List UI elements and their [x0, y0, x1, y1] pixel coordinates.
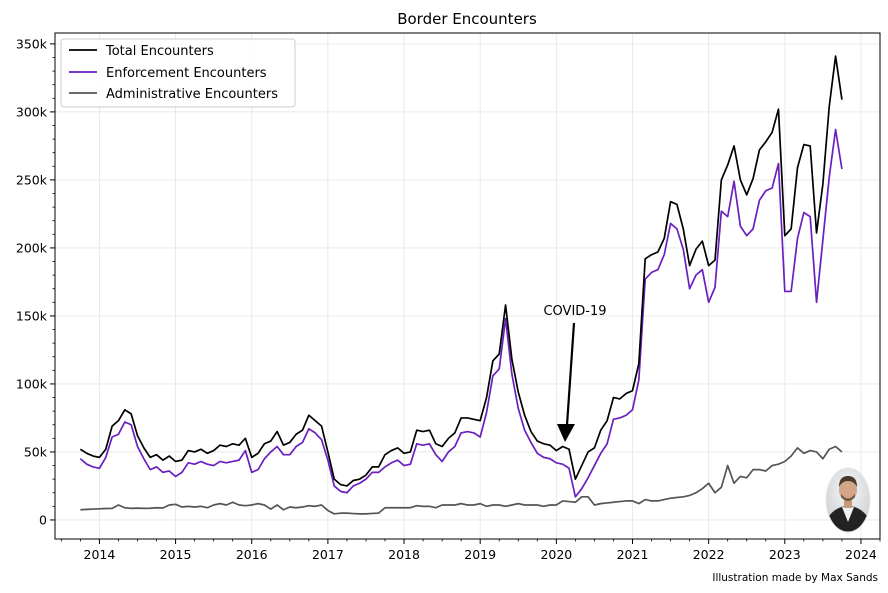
legend-label-total: Total Encounters [105, 44, 214, 59]
series-line-enforcement [79, 128, 843, 498]
author-photo [825, 467, 871, 533]
grid [55, 33, 880, 539]
covid-annotation-label: COVID-19 [543, 304, 606, 319]
x-tick-label: 2014 [84, 547, 116, 562]
y-tick-label: 350k [16, 36, 48, 51]
x-tick-label: 2024 [845, 547, 877, 562]
y-tick-label: 200k [16, 240, 48, 255]
y-tick-label: 150k [16, 308, 48, 323]
y-tick-label: 50k [24, 444, 48, 459]
covid-annotation-arrowhead [557, 424, 575, 442]
x-tick-label: 2017 [312, 547, 344, 562]
chart-title: Border Encounters [397, 10, 537, 28]
legend: Total Encounters Enforcement Encounters … [60, 38, 296, 108]
x-tick-label: 2015 [160, 547, 192, 562]
x-tick-label: 2018 [388, 547, 420, 562]
x-tick-label: 2023 [769, 547, 801, 562]
y-tick-label: 250k [16, 172, 48, 187]
series-line-administrative [80, 445, 843, 515]
x-tick-label: 2019 [464, 547, 496, 562]
plot-frame [54, 32, 881, 540]
covid-annotation: COVID-19 [543, 304, 607, 442]
legend-box [60, 38, 296, 108]
x-tick-label: 2021 [617, 547, 649, 562]
covid-annotation-arrow-shaft [565, 322, 576, 426]
y-tick-label: 100k [16, 376, 48, 391]
x-tick-label: 2016 [236, 547, 268, 562]
x-tick-label: 2020 [540, 547, 572, 562]
credit-text: Illustration made by Max Sands [712, 572, 878, 584]
legend-label-enforcement: Enforcement Encounters [106, 66, 267, 81]
y-tick-label: 300k [16, 104, 48, 119]
legend-label-administrative: Administrative Encounters [106, 87, 278, 102]
x-tick-label: 2022 [693, 547, 725, 562]
series-line-total [79, 55, 843, 487]
series-lines [79, 55, 843, 515]
y-tick-label: 0 [39, 512, 47, 527]
axes: 0 50k 100k 150k 200k 250k 300k 350k 2014 2015 2016… [16, 36, 881, 562]
